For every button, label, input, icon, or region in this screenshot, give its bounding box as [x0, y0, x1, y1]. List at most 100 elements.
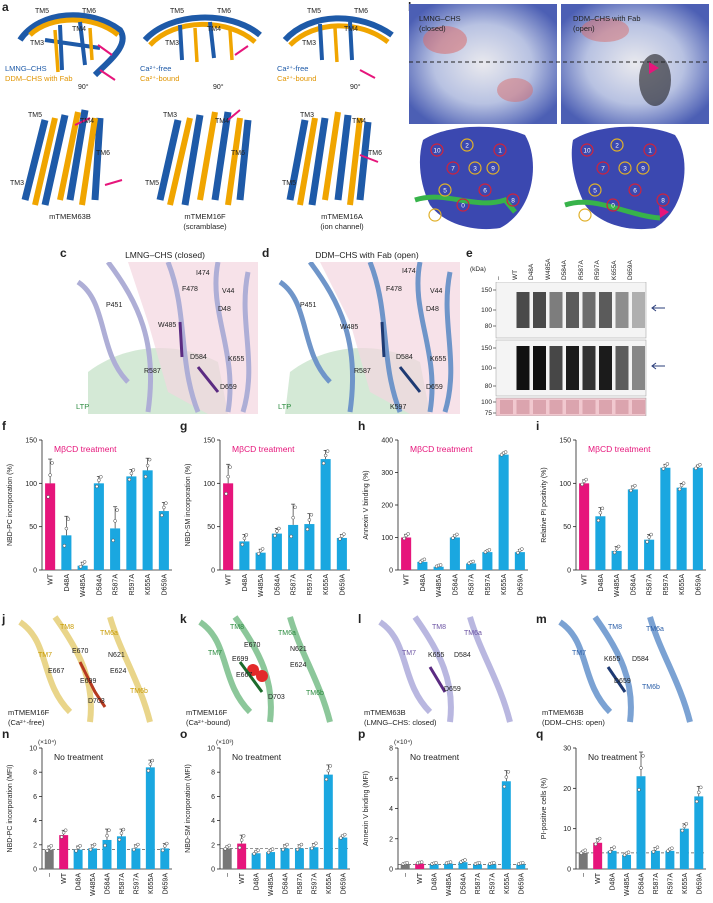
y-axis-label: NBD-PC incorporation (%): [7, 464, 14, 546]
tm-label: TM4: [352, 118, 366, 125]
structure-label: K655: [604, 656, 621, 663]
bar-D659A: [694, 796, 704, 869]
structure-label: E670: [72, 648, 89, 655]
y-axis-label: PI-positive cells (%): [541, 778, 548, 839]
data-point: [325, 449, 330, 453]
tm-label: TM5: [28, 112, 42, 119]
kda-tick: 150: [481, 287, 492, 294]
lane-label: W485A: [544, 258, 552, 280]
bar-D659A: [336, 537, 347, 570]
data-point: [113, 519, 117, 523]
lane-label: WT: [511, 269, 519, 280]
bar-K655A: [679, 828, 689, 869]
data-point: [256, 848, 260, 853]
data-point: [612, 550, 617, 555]
x-tick-label: D584A: [461, 873, 468, 895]
x-tick-label: D659A: [696, 873, 703, 895]
structure-a1-bottom: [21, 109, 104, 206]
structure-label: TM8: [432, 624, 446, 631]
data-point: [107, 828, 111, 832]
helix-number: 6: [483, 188, 487, 195]
helix-number: 6: [633, 188, 637, 195]
chart-h: h MβCD treatment Annexin V binding (%) 0 100…: [358, 420, 528, 597]
data-point: [670, 846, 674, 850]
kda-tick: 100: [481, 307, 492, 314]
data-point: [92, 842, 97, 847]
data-point: [637, 788, 641, 792]
blot-band: [582, 346, 596, 390]
chart-title: MβCD treatment: [410, 444, 473, 454]
bar-D584A: [458, 862, 468, 869]
x-tick-label: WT: [226, 573, 233, 585]
y-tick-label: 8: [33, 770, 37, 777]
data-point: [145, 463, 150, 468]
y-tick-label: 6: [389, 776, 393, 783]
data-point: [62, 544, 67, 548]
bar-D659A: [516, 864, 526, 869]
tm-label: TM6: [82, 8, 96, 15]
surface-label-open: DDM–CHS with Fab: [573, 14, 641, 23]
chart-o: o (×10³) No treatment NBD-SM incorporation …: [180, 728, 350, 896]
protein-sub: (DDM–CHS: open): [542, 718, 605, 727]
data-point: [307, 518, 312, 522]
blot-band: [566, 292, 579, 328]
protein-name: mTMEM63B: [49, 212, 91, 221]
data-point: [223, 847, 227, 851]
data-point: [323, 453, 328, 458]
structure-label: TM7: [208, 650, 222, 657]
x-tick-label: K655A: [145, 574, 152, 595]
structure-label: TM6b: [130, 688, 148, 695]
data-point: [434, 861, 438, 865]
data-point: [612, 845, 616, 850]
helix-circle: [430, 143, 444, 157]
x-tick-label: D659A: [161, 574, 168, 596]
structure-label: TM8: [230, 624, 244, 631]
y-tick-label: 2: [211, 842, 215, 849]
helix-number: 1: [498, 148, 502, 155]
y-tick-label: 50: [563, 524, 571, 531]
bar-K655A: [676, 487, 687, 570]
residue-label: R587: [354, 368, 371, 375]
tm-label: TM6: [217, 8, 231, 15]
data-point: [639, 766, 643, 770]
bar-W485A: [622, 854, 632, 869]
structure-l: [378, 615, 513, 723]
loading-band: [533, 400, 546, 414]
bar-R597A: [131, 848, 141, 869]
helix-circle: [628, 183, 642, 197]
helix-circle: [506, 193, 520, 207]
bar-R597A: [665, 850, 675, 869]
panel-label-q: q: [536, 728, 543, 741]
data-point: [162, 505, 166, 510]
data-point: [504, 775, 509, 779]
x-tick-label: W485A: [90, 873, 97, 896]
structure-label: E624: [110, 668, 127, 675]
data-point: [681, 481, 686, 485]
helix-circle: [610, 138, 624, 152]
chart-title: MβCD treatment: [54, 444, 117, 454]
bar-R587A: [116, 836, 126, 869]
helix-circle: [428, 208, 442, 222]
legend-orange: Ca²⁺-bound: [277, 74, 317, 83]
data-point: [616, 544, 621, 549]
data-point: [275, 529, 279, 533]
structure-label: TM8: [60, 624, 74, 631]
x-tick-label: D659A: [518, 873, 525, 895]
data-point: [239, 838, 244, 842]
data-point: [614, 546, 619, 551]
chart-title: No treatment: [410, 752, 460, 762]
x-tick-label: R597A: [133, 873, 140, 895]
protein-sub: (Ca²⁺-free): [8, 718, 45, 727]
bar-WT: [45, 483, 56, 570]
data-point: [273, 533, 277, 538]
tm-label: TM3: [165, 40, 179, 47]
x-tick-label: W485A: [436, 574, 443, 597]
structure-label: TM7: [572, 650, 586, 657]
lane-label: D584A: [561, 260, 568, 280]
data-point: [405, 861, 409, 865]
x-tick-label: D659A: [340, 873, 347, 895]
data-point: [226, 474, 230, 479]
y-tick-label: 0: [567, 568, 571, 575]
data-point: [131, 468, 136, 472]
y-tick-label: 0: [211, 867, 215, 874]
